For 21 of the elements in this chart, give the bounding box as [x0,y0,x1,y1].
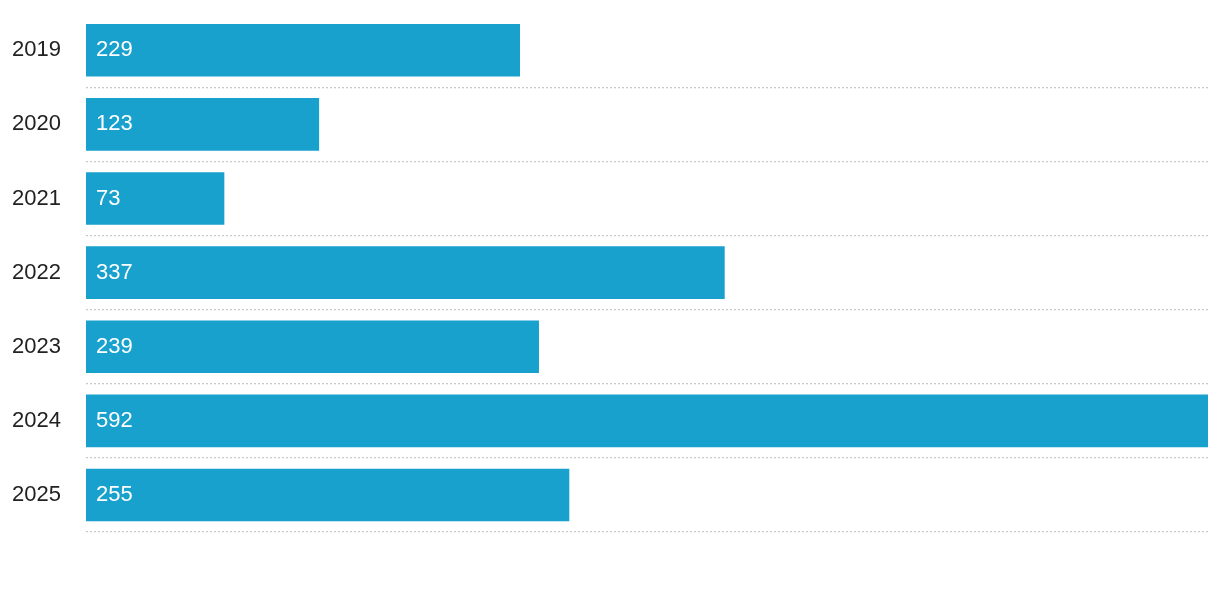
y-tick-label: 2019 [12,36,61,62]
data-label: 255 [96,481,133,507]
bar [86,172,225,225]
bar [86,246,725,299]
y-tick-label: 2022 [12,258,61,284]
data-label: 337 [96,258,133,284]
y-tick-label: 2024 [12,406,61,432]
bar [86,98,320,151]
bar [86,23,521,77]
y-tick-label: 2021 [12,184,61,210]
bar [86,468,570,522]
data-label: 592 [96,406,133,432]
data-label: 229 [96,36,133,62]
data-label: 123 [96,110,133,136]
data-label: 239 [96,332,133,358]
y-tick-label: 2023 [12,332,61,358]
bar [86,320,539,374]
bar [86,394,1208,448]
y-tick-label: 2020 [12,110,61,136]
y-tick-label: 2025 [12,481,61,507]
data-label: 73 [96,184,121,210]
